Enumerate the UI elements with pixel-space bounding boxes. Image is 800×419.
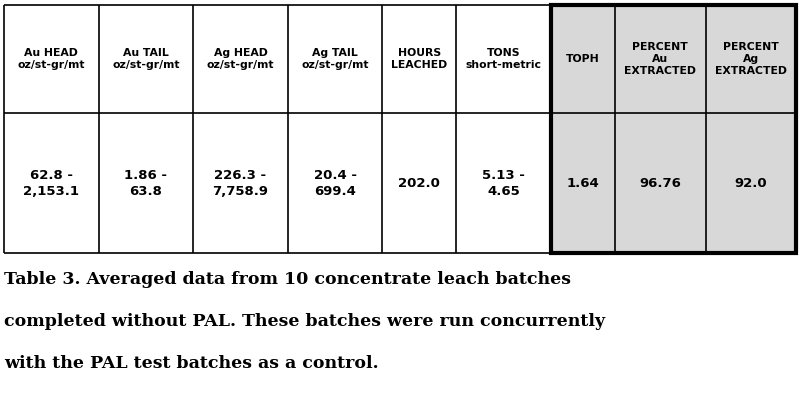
- Text: Ag TAIL
oz/st-gr/mt: Ag TAIL oz/st-gr/mt: [302, 48, 369, 70]
- Bar: [382, 113, 456, 253]
- Bar: [551, 113, 615, 253]
- Text: PERCENT
Ag
EXTRACTED: PERCENT Ag EXTRACTED: [714, 41, 786, 76]
- Bar: [193, 5, 288, 113]
- Text: Table 3. Averaged data from 10 concentrate leach batches: Table 3. Averaged data from 10 concentra…: [4, 271, 571, 288]
- Bar: [551, 5, 796, 253]
- Bar: [98, 113, 193, 253]
- Bar: [193, 113, 288, 253]
- Bar: [4, 5, 98, 113]
- Text: 62.8 -
2,153.1: 62.8 - 2,153.1: [23, 168, 79, 197]
- Bar: [615, 5, 706, 113]
- Text: 20.4 -
699.4: 20.4 - 699.4: [314, 168, 357, 197]
- Text: PERCENT
Au
EXTRACTED: PERCENT Au EXTRACTED: [624, 41, 696, 76]
- Text: TONS
short-metric: TONS short-metric: [466, 48, 542, 70]
- Text: completed without PAL. These batches were run concurrently: completed without PAL. These batches wer…: [4, 313, 605, 330]
- Bar: [456, 5, 551, 113]
- Bar: [288, 5, 382, 113]
- Bar: [98, 5, 193, 113]
- Bar: [706, 5, 796, 113]
- Text: 96.76: 96.76: [639, 176, 682, 189]
- Bar: [551, 5, 615, 113]
- Text: 1.64: 1.64: [566, 176, 599, 189]
- Text: 202.0: 202.0: [398, 176, 440, 189]
- Text: with the PAL test batches as a control.: with the PAL test batches as a control.: [4, 355, 378, 372]
- Text: Ag HEAD
oz/st-gr/mt: Ag HEAD oz/st-gr/mt: [206, 48, 274, 70]
- Text: 92.0: 92.0: [734, 176, 767, 189]
- Text: 5.13 -
4.65: 5.13 - 4.65: [482, 168, 525, 197]
- Bar: [456, 113, 551, 253]
- Bar: [382, 5, 456, 113]
- Bar: [288, 113, 382, 253]
- Bar: [615, 113, 706, 253]
- Text: 226.3 -
7,758.9: 226.3 - 7,758.9: [213, 168, 269, 197]
- Bar: [4, 113, 98, 253]
- Text: Au TAIL
oz/st-gr/mt: Au TAIL oz/st-gr/mt: [112, 48, 180, 70]
- Text: Au HEAD
oz/st-gr/mt: Au HEAD oz/st-gr/mt: [18, 48, 85, 70]
- Text: HOURS
LEACHED: HOURS LEACHED: [391, 48, 447, 70]
- Text: TOPH: TOPH: [566, 54, 600, 64]
- Text: 1.86 -
63.8: 1.86 - 63.8: [124, 168, 167, 197]
- Bar: [706, 113, 796, 253]
